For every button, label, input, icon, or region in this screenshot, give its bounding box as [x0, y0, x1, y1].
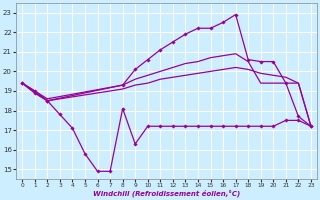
X-axis label: Windchill (Refroidissement éolien,°C): Windchill (Refroidissement éolien,°C): [93, 190, 240, 197]
